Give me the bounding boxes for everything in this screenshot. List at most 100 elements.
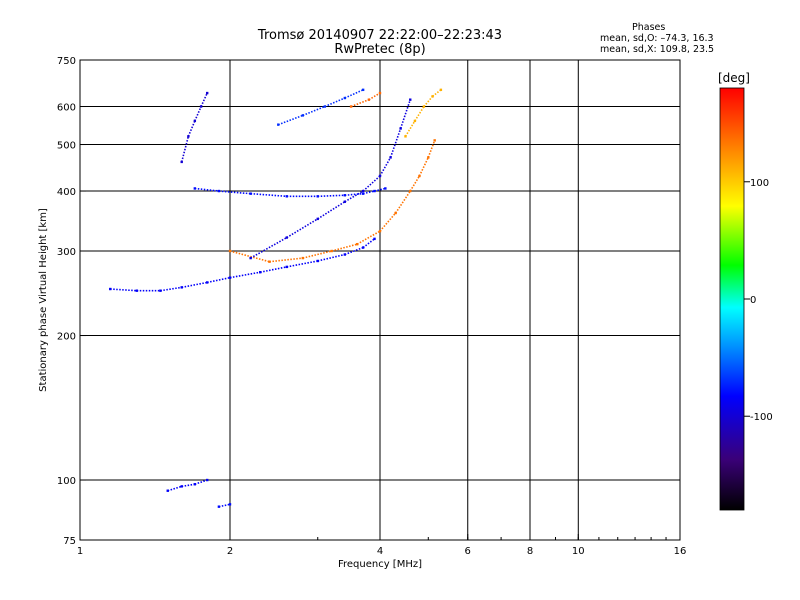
trace-7-segment [187, 120, 196, 137]
trace-3-segment [344, 192, 364, 197]
trace-4-segment [302, 105, 326, 117]
trace-7-segment [200, 92, 208, 107]
trace-7-point [205, 91, 209, 95]
trace-6-segment [423, 95, 434, 108]
trace-0-point [159, 289, 162, 292]
phase-mean-o: mean, sd,O: –74.3, 16.3 [600, 33, 714, 44]
trace-1-segment [331, 243, 358, 252]
trace-3-segment [218, 190, 251, 195]
trace-3-point [217, 189, 221, 193]
axes: 1 2 4 6 8 10 16 75 100 200 300 400 500 600 750 [57, 56, 686, 557]
trace-2-segment [399, 99, 412, 129]
trace-6-segment [404, 120, 416, 137]
trace-1-segment [379, 212, 397, 232]
y-tick-label: 100 [57, 476, 76, 487]
trace-3-segment [362, 190, 375, 195]
colorbar-tick-label: 100 [750, 178, 769, 189]
trace-0-segment [110, 288, 137, 292]
trace-3-point [249, 192, 252, 195]
trace-2-segment [389, 128, 402, 158]
trace-0-segment [229, 271, 261, 279]
phase-heading: Phases [632, 22, 666, 33]
colorbar [719, 87, 745, 511]
trace-0-segment [286, 260, 318, 268]
trace-2-point [249, 256, 252, 260]
data-points [109, 88, 443, 508]
trace-0-segment [207, 276, 231, 284]
trace-2-point [409, 98, 412, 101]
trace-1-segment [302, 250, 332, 259]
trace-9-segment [218, 503, 231, 508]
x-tick-label: 6 [465, 546, 471, 557]
trace-1-segment [394, 190, 411, 214]
x-tick-label: 10 [572, 546, 585, 557]
trace-7-segment [194, 106, 202, 122]
trace-1-point [409, 189, 412, 193]
grid-lines [80, 60, 680, 540]
trace-4-point [277, 123, 280, 126]
trace-3-segment [317, 194, 345, 198]
phase-statistics: Phases mean, sd,O: –74.3, 16.3 mean, sd,… [600, 22, 800, 55]
trace-1-segment [409, 175, 421, 192]
trace-0-segment [260, 266, 287, 273]
trace-0-point [259, 271, 262, 274]
y-tick-label: 200 [57, 332, 76, 343]
trace-7-segment [180, 136, 190, 163]
trace-4-segment [324, 97, 346, 108]
trace-0-segment [317, 253, 346, 262]
trace-8-point [193, 483, 197, 486]
y-axis-label: Stationary phase Virtual Height [km] [38, 208, 49, 392]
chart-title: Tromsø 20140907 22:22:00–22:23:43 [257, 28, 503, 43]
trace-4-point [361, 88, 365, 92]
trace-1-point [330, 249, 333, 253]
trace-2-segment [344, 190, 364, 203]
trace-4-point [323, 105, 327, 108]
trace-2-segment [317, 201, 346, 220]
trace-9-point [217, 505, 221, 508]
x-tick-label: 1 [77, 546, 83, 557]
x-tick-label: 8 [527, 546, 533, 557]
x-axis-label: Frequency [MHz] [338, 559, 422, 570]
trace-5-segment [368, 92, 381, 101]
chart-subtitle: RwPretec (8p) [334, 42, 426, 57]
y-tick-label: 300 [57, 247, 76, 258]
trace-0-point [135, 289, 138, 292]
trace-6-point [422, 105, 426, 108]
trace-0-segment [344, 246, 364, 256]
colorbar-tick-label: -100 [750, 412, 773, 423]
trace-3-segment [374, 187, 386, 192]
trace-6-point [439, 88, 443, 92]
trace-0-point [205, 281, 209, 284]
phase-mean-x: mean, sd,X: 109.8, 23.5 [600, 44, 715, 55]
trace-1-point [433, 139, 436, 142]
trace-1-point [268, 260, 271, 263]
trace-0-segment [181, 281, 208, 289]
trace-3-point [384, 187, 387, 190]
trace-5-point [378, 91, 382, 95]
trace-6-segment [432, 89, 442, 97]
trace-1-segment [418, 157, 430, 177]
trace-4-segment [344, 89, 364, 99]
trace-3-segment [194, 187, 219, 192]
y-tick-label: 750 [57, 56, 76, 67]
y-tick-label: 600 [57, 103, 76, 114]
trace-5-segment [350, 98, 370, 108]
trace-5-point [349, 105, 353, 108]
trace-2-segment [250, 236, 288, 259]
trace-8-segment [167, 485, 182, 492]
x-tick-label: 16 [674, 546, 687, 557]
y-tick-label: 400 [57, 187, 76, 198]
trace-9-point [228, 503, 232, 506]
trace-4-point [343, 96, 347, 100]
colorbar-ticks: 100 0 -100 [744, 178, 773, 423]
trace-4-segment [278, 114, 304, 126]
y-tick-label: 500 [57, 141, 76, 152]
trace-0-point [228, 276, 232, 279]
trace-0-segment [362, 238, 376, 249]
trace-2-segment [379, 157, 392, 177]
trace-8-point [205, 478, 209, 482]
y-tick-label: 75 [63, 536, 76, 547]
trace-8-segment [181, 483, 195, 488]
trace-1-segment [356, 230, 381, 245]
